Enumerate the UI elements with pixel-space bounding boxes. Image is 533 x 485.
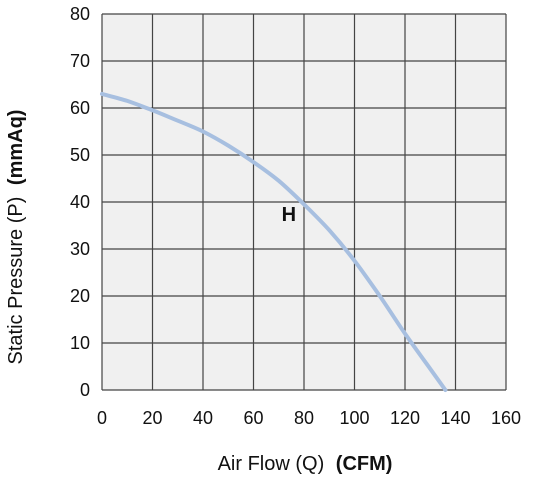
x-axis-ticks: 0 20 40 60 80 100 120 140 160 <box>97 408 521 428</box>
y-tick-label: 60 <box>70 98 90 118</box>
y-tick-label: 40 <box>70 192 90 212</box>
x-tick-label: 160 <box>491 408 521 428</box>
y-axis-ticks: 0 10 20 30 40 50 60 70 80 <box>70 4 90 400</box>
x-tick-label: 80 <box>294 408 314 428</box>
x-tick-label: 100 <box>339 408 369 428</box>
curve-label: H <box>282 204 296 226</box>
x-tick-label: 20 <box>142 408 162 428</box>
y-tick-label: 30 <box>70 239 90 259</box>
x-axis-label: Air Flow (Q) (CFM) <box>218 453 393 475</box>
x-tick-label: 60 <box>243 408 263 428</box>
y-axis-label: Static Pressure (P) (mmAq) <box>5 110 27 365</box>
series-line-h <box>100 91 448 392</box>
y-tick-label: 70 <box>70 51 90 71</box>
y-tick-label: 80 <box>70 4 90 24</box>
series-group <box>100 91 448 392</box>
annotations: H <box>282 204 296 226</box>
y-tick-label: 0 <box>80 380 90 400</box>
y-tick-label: 20 <box>70 286 90 306</box>
y-axis-label-unit: (mmAq) <box>5 110 27 186</box>
x-tick-label: 140 <box>440 408 470 428</box>
x-axis-label-text: Air Flow (Q) <box>218 453 325 475</box>
y-axis-label-text: Static Pressure (P) <box>5 197 27 365</box>
x-axis-label-unit: (CFM) <box>336 453 393 475</box>
y-tick-label: 50 <box>70 145 90 165</box>
x-tick-label: 0 <box>97 408 107 428</box>
x-tick-label: 120 <box>390 408 420 428</box>
y-tick-label: 10 <box>70 333 90 353</box>
x-tick-label: 40 <box>193 408 213 428</box>
